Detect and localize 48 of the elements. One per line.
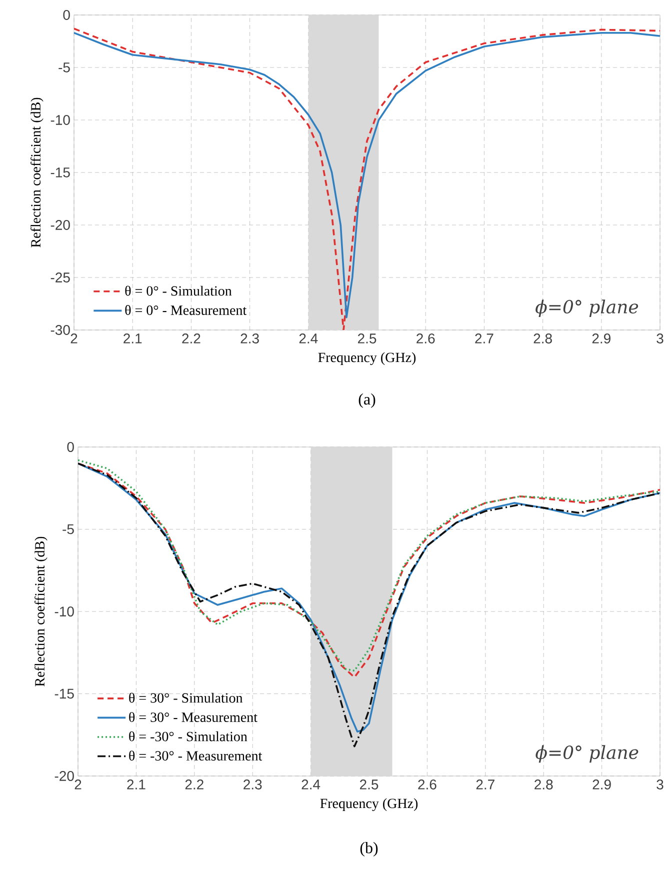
x-tick-label: 2 <box>74 780 82 790</box>
text: (a) <box>358 393 376 408</box>
legend-label: θ = 30° - Simulation <box>129 692 243 703</box>
x-axis-title: Frequency (GHz) <box>320 798 418 812</box>
x-tick-label: 2.8 <box>534 334 552 344</box>
x-tick-label: 2.3 <box>240 334 259 344</box>
x-tick-label: 3 <box>656 780 664 790</box>
x-tick-label: 2.5 <box>360 780 378 790</box>
legend-label: θ = -30° - Simulation <box>129 731 248 742</box>
y-tick-label: -15 <box>54 688 74 699</box>
x-tick-label: 2.1 <box>127 780 146 790</box>
y-tick-label: 0 <box>67 442 74 452</box>
text: (b) <box>360 842 378 857</box>
x-tick-label: 2.7 <box>475 334 494 344</box>
x-tick-label: 2.8 <box>534 780 553 790</box>
y-tick-label: -5 <box>62 524 74 534</box>
legend-label: θ = 30° - Measurement <box>129 712 258 722</box>
x-tick-label: 2.5 <box>358 334 376 344</box>
annotation: ϕ=0° plane <box>536 300 638 318</box>
annotation: ϕ=0° plane <box>536 745 638 763</box>
y-axis-title: Reflection coefficient (dB) <box>34 536 48 686</box>
x-tick-label: 2.9 <box>592 780 611 790</box>
y-tick-label: -20 <box>50 220 70 230</box>
legend-label: θ = 0° - Simulation <box>125 286 232 296</box>
y-tick-label: 0 <box>63 10 70 20</box>
x-tick-label: 2.1 <box>124 334 142 344</box>
x-tick-label: 2.4 <box>299 334 318 344</box>
y-tick-label: -20 <box>54 771 74 781</box>
y-tick-label: -30 <box>50 325 70 335</box>
y-axis-title: Reflection coefficient (dB) <box>30 98 44 248</box>
x-tick-label: 2.6 <box>418 780 436 790</box>
x-tick-label: 2.6 <box>416 334 435 344</box>
y-tick-label: -25 <box>50 272 70 282</box>
y-tick-label: -10 <box>50 115 70 125</box>
x-tick-label: 2.4 <box>302 780 320 790</box>
x-tick-label: 2 <box>70 334 78 344</box>
x-axis-title: Frequency (GHz) <box>318 352 416 366</box>
x-tick-label: 3 <box>656 334 664 344</box>
x-tick-label: 2.2 <box>182 334 200 344</box>
y-tick-label: -5 <box>58 62 70 72</box>
x-tick-label: 2.7 <box>476 780 494 790</box>
y-tick-label: -15 <box>50 168 70 178</box>
legend-label: θ = -30° - Measurement <box>129 750 262 761</box>
x-tick-label: 2.9 <box>592 334 610 344</box>
y-tick-label: -10 <box>54 606 74 616</box>
x-tick-label: 2.2 <box>185 780 204 790</box>
legend-label: θ = 0° - Measurement <box>125 305 247 315</box>
x-tick-label: 2.3 <box>244 780 262 790</box>
